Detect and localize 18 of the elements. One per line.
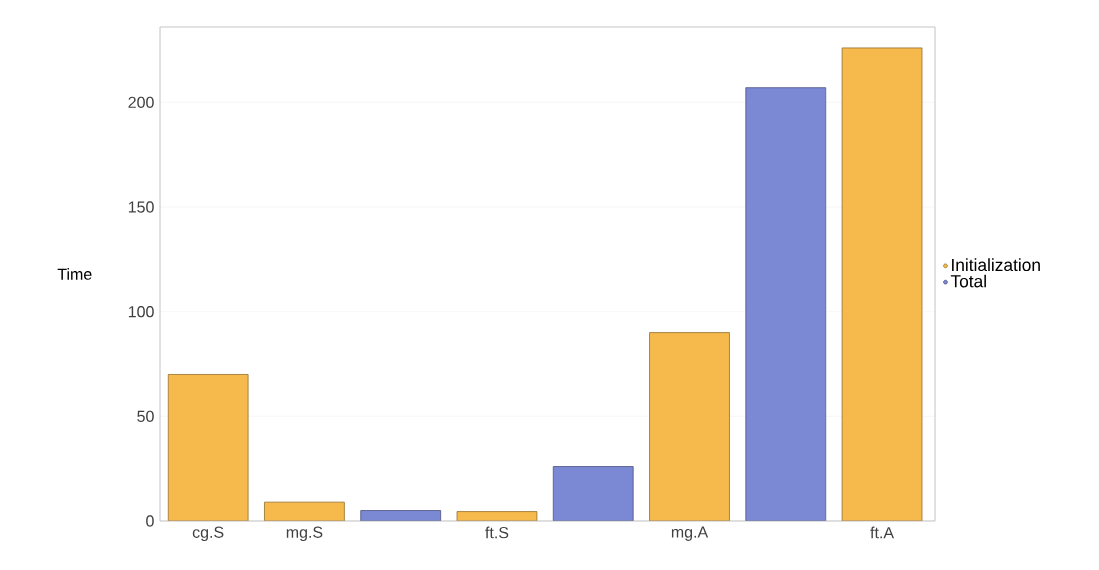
y-tick-label: 200 [128, 96, 154, 108]
x-tick-label: cg.S [192, 526, 224, 542]
x-tick-label: ft.S [485, 526, 509, 539]
y-tick-label: 150 [128, 201, 154, 213]
y-tick-label: 0 [146, 515, 154, 527]
bar [167, 374, 249, 521]
x-tick-label: mg.S [286, 526, 323, 542]
bar [745, 87, 827, 521]
y-tick-label: 100 [128, 306, 154, 318]
y-axis-title: Time [57, 268, 92, 280]
y-tick-label: 50 [137, 410, 154, 422]
x-tick-label: mg.A [671, 526, 709, 541]
bar [841, 47, 923, 521]
legend-label: Initialization [952, 258, 1040, 272]
x-tick-label: ft.A [870, 526, 895, 539]
legend-label: Total [950, 274, 986, 288]
bar [649, 332, 730, 521]
bar [552, 466, 634, 521]
